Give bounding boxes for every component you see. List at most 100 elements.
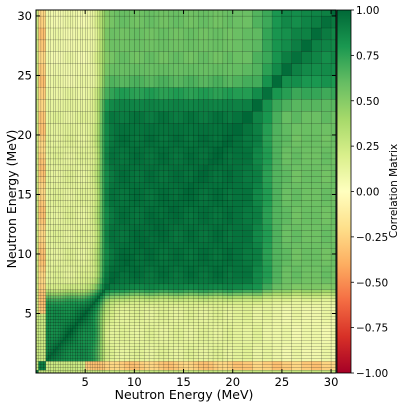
- heatmap-cell: [291, 340, 302, 344]
- heatmap-cell: [178, 230, 184, 237]
- heatmap-cell: [72, 331, 76, 335]
- heatmap-cell: [60, 152, 64, 160]
- heatmap-cell: [178, 110, 184, 124]
- heatmap-cell: [222, 170, 229, 177]
- heatmap-cell: [227, 334, 234, 338]
- heatmap-cell: [222, 176, 229, 183]
- heatmap-cell: [114, 235, 120, 243]
- heatmap-cell: [212, 319, 219, 323]
- heatmap-cell: [53, 63, 56, 76]
- heatmap-cell: [321, 340, 332, 344]
- heatmap-cell: [72, 152, 76, 160]
- heatmap-cell: [262, 334, 273, 338]
- heatmap-cell: [227, 176, 234, 183]
- colorbar-tick-label: 1.00: [356, 5, 379, 17]
- heatmap-cell: [227, 337, 234, 341]
- heatmap-cell: [89, 75, 93, 88]
- heatmap-cell: [252, 357, 263, 362]
- heatmap-cell: [129, 182, 135, 189]
- heatmap-cell: [212, 212, 219, 219]
- heatmap-cell: [45, 337, 49, 341]
- heatmap-cell: [139, 134, 145, 142]
- heatmap-cell: [50, 325, 54, 329]
- heatmap-cell: [291, 319, 302, 323]
- heatmap-cell: [129, 304, 135, 308]
- heatmap-cell: [75, 259, 79, 267]
- heatmap-cell: [301, 277, 312, 285]
- heatmap-cell: [94, 224, 98, 231]
- heatmap-cell: [217, 51, 224, 64]
- heatmap-cell: [55, 176, 59, 183]
- heatmap-cell: [271, 337, 283, 341]
- heatmap-cell: [188, 194, 194, 201]
- heatmap-cell: [55, 322, 59, 326]
- heatmap-cell: [148, 39, 155, 52]
- heatmap-cell: [183, 146, 189, 154]
- heatmap-cell: [232, 206, 243, 213]
- heatmap-cell: [262, 357, 273, 362]
- heatmap-cell: [119, 289, 125, 293]
- heatmap-cell: [281, 360, 293, 365]
- heatmap-cell: [148, 122, 155, 136]
- heatmap-cell: [198, 360, 204, 365]
- heatmap-cell: [97, 331, 101, 335]
- heatmap-cell: [321, 206, 332, 213]
- heatmap-cell: [65, 304, 69, 308]
- heatmap-cell: [62, 351, 66, 356]
- heatmap-cell: [281, 200, 293, 207]
- heatmap-cell: [104, 224, 111, 231]
- heatmap-cell: [173, 351, 179, 356]
- heatmap-cell: [252, 182, 263, 189]
- heatmap-cell: [40, 206, 44, 213]
- heatmap-cell: [48, 230, 52, 237]
- heatmap-cell: [60, 241, 64, 249]
- heatmap-cell: [311, 357, 322, 362]
- heatmap-cell: [178, 322, 184, 326]
- heatmap-cell: [198, 304, 204, 308]
- heatmap-cell: [217, 313, 224, 317]
- heatmap-cell: [92, 304, 96, 308]
- heatmap-cell: [222, 75, 229, 88]
- heatmap-cell: [92, 39, 96, 52]
- heatmap-cell: [330, 354, 337, 359]
- heatmap-cell: [271, 334, 283, 338]
- heatmap-cell: [50, 354, 54, 359]
- heatmap-cell: [144, 188, 150, 195]
- heatmap-cell: [124, 9, 130, 17]
- heatmap-cell: [330, 230, 337, 237]
- heatmap-cell: [242, 334, 253, 338]
- heatmap-cell: [82, 224, 86, 231]
- heatmap-cell: [148, 295, 155, 299]
- heatmap-cell: [129, 301, 135, 305]
- heatmap-cell: [104, 366, 111, 371]
- heatmap-cell: [70, 158, 74, 166]
- heatmap-cell: [72, 328, 76, 332]
- heatmap-cell: [60, 134, 64, 142]
- heatmap-cell: [62, 334, 66, 338]
- heatmap-cell: [119, 259, 125, 267]
- heatmap-cell: [55, 259, 59, 267]
- heatmap-cell: [94, 289, 98, 293]
- heatmap-cell: [232, 322, 243, 326]
- heatmap-cell: [50, 188, 54, 195]
- heatmap-cell: [60, 176, 64, 183]
- heatmap-cell: [97, 340, 101, 344]
- heatmap-cell: [212, 289, 219, 293]
- heatmap-cell: [173, 140, 179, 148]
- heatmap-cell: [242, 158, 253, 166]
- heatmap-cell: [217, 27, 224, 41]
- heatmap-cell: [232, 289, 243, 293]
- heatmap-cell: [53, 316, 56, 320]
- heatmap-cell: [92, 134, 96, 142]
- heatmap-cell: [188, 224, 194, 231]
- heatmap-cell: [40, 337, 44, 341]
- heatmap-cell: [139, 310, 145, 314]
- heatmap-cell: [291, 354, 302, 359]
- heatmap-cell: [173, 319, 179, 323]
- heatmap-cell: [45, 230, 49, 237]
- heatmap-cell: [311, 152, 322, 160]
- heatmap-cell: [114, 182, 120, 189]
- heatmap-cell: [271, 325, 283, 329]
- heatmap-cell: [168, 27, 175, 41]
- heatmap-cell: [163, 313, 170, 317]
